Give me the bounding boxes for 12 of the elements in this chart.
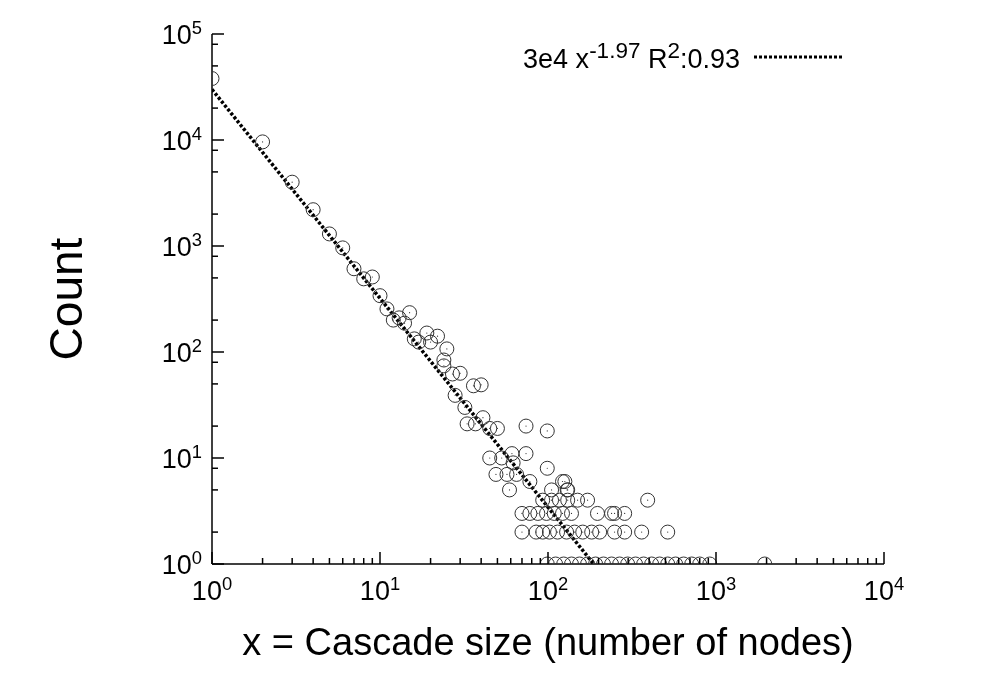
y-tick-label: 10$^{4}$ <box>161 122 202 156</box>
y-tick-label: 10$^{2}$ <box>161 334 202 368</box>
y-axis-title: Count <box>40 237 93 361</box>
x-axis-title: x = Cascade size (number of nodes) <box>242 621 854 663</box>
x-tick-label: 10$^{3}$ <box>695 572 737 606</box>
x-tick-label: 10$^{2}$ <box>527 572 569 606</box>
x-tick-label: 10$^{4}$ <box>863 572 905 606</box>
y-tick-label: 10$^{5}$ <box>161 16 202 50</box>
y-tick-label: 10$^{3}$ <box>161 228 202 262</box>
x-tick-label: 10$^{1}$ <box>359 572 401 606</box>
y-tick-label: 10$^{1}$ <box>161 440 202 474</box>
legend-label: 3e4 x$^{-1.97}$ R$^{2}$:0.93 <box>523 38 740 75</box>
